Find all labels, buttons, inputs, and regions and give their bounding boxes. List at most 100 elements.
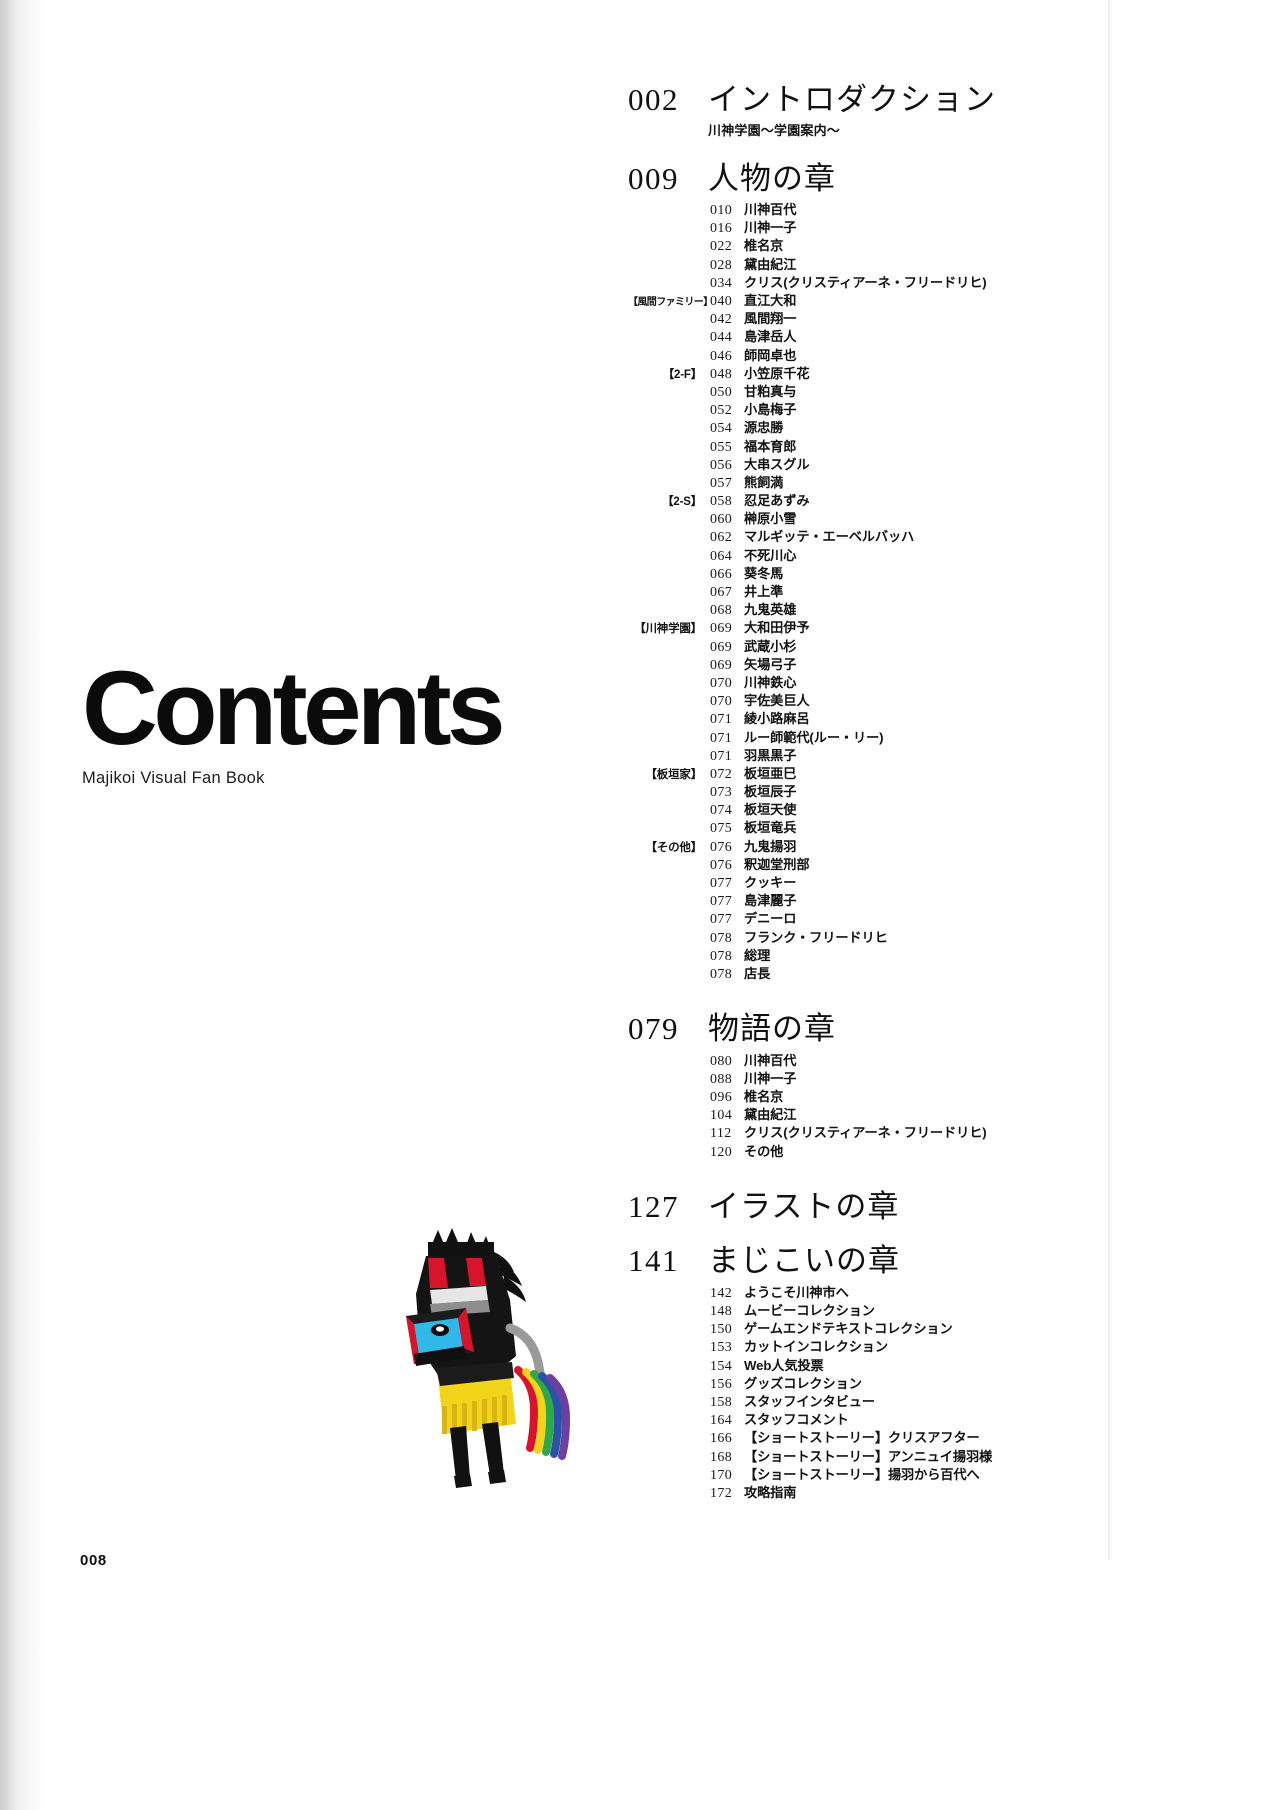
toc-entry-page-number: 057	[710, 475, 733, 491]
toc-entry-label: 【ショートストーリー】アンニュイ揚羽様	[744, 1448, 993, 1464]
toc-entry-label: スタッフコメント	[744, 1412, 849, 1428]
toc-entry[interactable]: 062 マルギッテ・エーベルバッハ	[628, 528, 1098, 546]
toc-entry-label: 源忠勝	[744, 420, 784, 436]
toc-entry[interactable]: 158 スタッフインタビュー	[628, 1393, 1098, 1411]
toc-entry[interactable]: 096 椎名京	[628, 1088, 1098, 1106]
toc-chapter-head[interactable]: 127 イラストの章	[628, 1190, 1098, 1224]
toc-entry-page-number: 070	[710, 694, 733, 710]
toc-entry[interactable]: 057 熊飼満	[628, 474, 1098, 492]
toc-entry[interactable]: 052 小島梅子	[628, 401, 1098, 419]
toc-entry-label: 忍足あずみ	[744, 493, 810, 509]
toc-entry[interactable]: 075 板垣竜兵	[628, 819, 1098, 837]
toc-entry[interactable]: 120 その他	[628, 1143, 1098, 1161]
toc-entry-label: デニーロ	[744, 911, 797, 927]
toc-chapter: 141 まじこいの章 142 ようこそ川神市へ 148 ムービーコレクション 150 ゲームエ…	[628, 1245, 1098, 1502]
toc-entry[interactable]: 050 甘粕真与	[628, 383, 1098, 401]
toc-entry[interactable]: 【2-F】 048 小笠原千花	[628, 365, 1098, 383]
toc-chapter-head[interactable]: 002 イントロダクション	[628, 83, 1098, 117]
toc-entry[interactable]: 【板垣家】 072 板垣亜巳	[628, 765, 1098, 783]
toc-entry-page-number: 120	[710, 1144, 733, 1160]
toc-entry[interactable]: 【2-S】 058 忍足あずみ	[628, 492, 1098, 510]
toc-entry-label: 黛由紀江	[744, 1107, 797, 1123]
toc-entry[interactable]: 066 葵冬馬	[628, 565, 1098, 583]
toc-entry-page-number: 076	[710, 857, 733, 873]
toc-entry[interactable]: 077 島津麗子	[628, 892, 1098, 910]
toc-entry[interactable]: 028 黛由紀江	[628, 256, 1098, 274]
toc-entry-list: 142 ようこそ川神市へ 148 ムービーコレクション 150 ゲームエンドテキストコレク…	[628, 1284, 1098, 1502]
toc-entry[interactable]: 【風間ファミリー】 040 直江大和	[628, 292, 1098, 310]
toc-entry-label: 川神百代	[744, 202, 797, 218]
toc-entry[interactable]: 148 ムービーコレクション	[628, 1302, 1098, 1320]
toc-entry[interactable]: 054 源忠勝	[628, 419, 1098, 437]
toc-entry[interactable]: 071 綾小路麻呂	[628, 710, 1098, 728]
toc-entry[interactable]: 156 グッズコレクション	[628, 1375, 1098, 1393]
toc-entry-list: 080 川神百代 088 川神一子 096 椎名京 104 黛由紀江 112 クリス(クリスティア…	[628, 1052, 1098, 1161]
toc-entry[interactable]: 080 川神百代	[628, 1052, 1098, 1070]
toc-chapter: 009 人物の章 010 川神百代 016 川神一子 022 椎名京 028 黛由紀江 034 クリス…	[628, 162, 1098, 984]
toc-entry[interactable]: 016 川神一子	[628, 219, 1098, 237]
toc-entry[interactable]: 170 【ショートストーリー】揚羽から百代へ	[628, 1466, 1098, 1484]
donkey-pinata-illustration	[370, 1228, 600, 1493]
toc-entry-page-number: 071	[710, 748, 733, 764]
toc-entry[interactable]: 067 井上準	[628, 583, 1098, 601]
toc-entry[interactable]: 071 羽黒黒子	[628, 747, 1098, 765]
toc-chapter-head[interactable]: 079 物語の章	[628, 1013, 1098, 1046]
toc-entry[interactable]: 074 板垣天使	[628, 801, 1098, 819]
toc-entry[interactable]: 034 クリス(クリスティアーネ・フリードリヒ)	[628, 274, 1098, 292]
toc-entry[interactable]: 078 総理	[628, 947, 1098, 965]
toc-entry[interactable]: 166 【ショートストーリー】クリスアフター	[628, 1429, 1098, 1447]
toc-entry[interactable]: 078 フランク・フリードリヒ	[628, 929, 1098, 947]
toc-entry[interactable]: 070 宇佐美巨人	[628, 692, 1098, 710]
toc-entry[interactable]: 076 釈迦堂刑部	[628, 856, 1098, 874]
toc-entry-group: 【2-S】	[662, 496, 702, 509]
toc-entry[interactable]: 060 榊原小雪	[628, 510, 1098, 528]
toc-entry-group: 【板垣家】	[645, 768, 703, 781]
toc-entry[interactable]: 104 黛由紀江	[628, 1106, 1098, 1124]
toc-entry-label: 川神百代	[744, 1052, 797, 1068]
toc-entry-label: 島津岳人	[744, 329, 797, 345]
toc-entry[interactable]: 077 クッキー	[628, 874, 1098, 892]
toc-entry[interactable]: 069 矢場弓子	[628, 656, 1098, 674]
toc-entry-list: 010 川神百代 016 川神一子 022 椎名京 028 黛由紀江 034 クリス(クリスティア…	[628, 201, 1098, 983]
toc-entry-label: フランク・フリードリヒ	[744, 929, 888, 945]
toc-entry-label: 羽黒黒子	[744, 747, 797, 763]
toc-entry[interactable]: 071 ルー師範代(ルー・リー)	[628, 729, 1098, 747]
toc-entry[interactable]: 154 Web人気投票	[628, 1357, 1098, 1375]
toc-entry[interactable]: 【川神学園】 069 大和田伊予	[628, 619, 1098, 637]
toc-entry-label: 島津麗子	[744, 893, 797, 909]
toc-entry[interactable]: 044 島津岳人	[628, 328, 1098, 346]
toc-entry[interactable]: 064 不死川心	[628, 547, 1098, 565]
toc-entry[interactable]: 150 ゲームエンドテキストコレクション	[628, 1320, 1098, 1338]
toc-entry[interactable]: 055 福本育郎	[628, 438, 1098, 456]
toc-entry[interactable]: 088 川神一子	[628, 1070, 1098, 1088]
toc-entry[interactable]: 046 師岡卓也	[628, 347, 1098, 365]
toc-chapter: 002 イントロダクション 川神学園〜学園案内〜	[628, 83, 1098, 139]
toc-entry-page-number: 066	[710, 566, 733, 582]
toc-entry[interactable]: 077 デニーロ	[628, 910, 1098, 928]
toc-chapter-head[interactable]: 141 まじこいの章	[628, 1245, 1098, 1278]
toc-entry[interactable]: 【その他】 076 九鬼揚羽	[628, 838, 1098, 856]
toc-entry[interactable]: 070 川神鉄心	[628, 674, 1098, 692]
toc-entry[interactable]: 068 九鬼英雄	[628, 601, 1098, 619]
toc-entry-label: 大和田伊予	[744, 620, 810, 636]
toc-entry-page-number: 156	[710, 1376, 733, 1392]
toc-chapter-number: 141	[628, 1243, 679, 1279]
toc-entry[interactable]: 168 【ショートストーリー】アンニュイ揚羽様	[628, 1448, 1098, 1466]
toc-entry[interactable]: 078 店長	[628, 965, 1098, 983]
toc-entry-label: 椎名京	[744, 1089, 784, 1105]
toc-entry[interactable]: 164 スタッフコメント	[628, 1411, 1098, 1429]
toc-entry-label: 九鬼揚羽	[744, 838, 797, 854]
toc-entry[interactable]: 112 クリス(クリスティアーネ・フリードリヒ)	[628, 1124, 1098, 1142]
toc-entry[interactable]: 022 椎名京	[628, 237, 1098, 255]
toc-entry[interactable]: 172 攻略指南	[628, 1484, 1098, 1502]
toc-entry-label: 綾小路麻呂	[744, 711, 810, 727]
toc-entry[interactable]: 069 武蔵小杉	[628, 638, 1098, 656]
toc-entry[interactable]: 010 川神百代	[628, 201, 1098, 219]
toc-entry-label: 釈迦堂刑部	[744, 856, 810, 872]
toc-entry[interactable]: 142 ようこそ川神市へ	[628, 1284, 1098, 1302]
toc-entry[interactable]: 153 カットインコレクション	[628, 1338, 1098, 1356]
toc-entry[interactable]: 073 板垣辰子	[628, 783, 1098, 801]
toc-entry[interactable]: 056 大串スグル	[628, 456, 1098, 474]
toc-entry[interactable]: 042 風間翔一	[628, 310, 1098, 328]
toc-chapter-head[interactable]: 009 人物の章	[628, 162, 1098, 196]
